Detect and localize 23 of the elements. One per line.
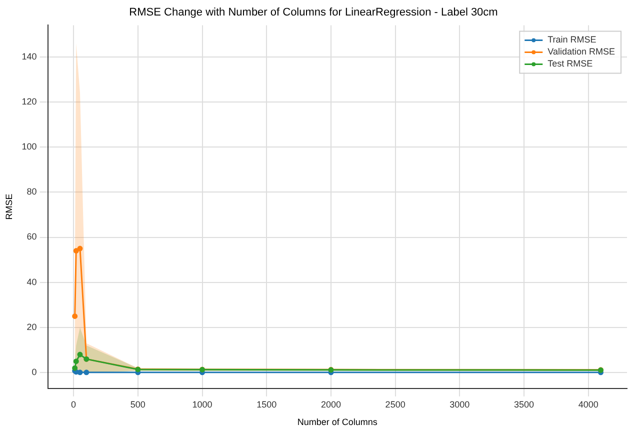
y-tick-label: 120: [22, 96, 37, 106]
y-tick-label: 20: [26, 322, 37, 332]
legend-label: Train RMSE: [548, 34, 596, 45]
y-tick-label: 100: [22, 142, 37, 152]
x-tick-label: 3000: [450, 399, 470, 410]
x-tick-label: 0: [71, 399, 76, 410]
legend-label: Test RMSE: [548, 58, 593, 69]
x-tick-label: 1500: [256, 399, 277, 410]
chart-title: RMSE Change with Number of Columns for LinearRegression - Label 30cm: [129, 6, 498, 19]
x-tick-label: 2500: [385, 399, 406, 410]
x-tick-label: 1000: [192, 399, 212, 410]
y-tick-label: 40: [26, 276, 37, 287]
x-tick-label: 2000: [320, 399, 341, 410]
y-axis-title: RMSE: [4, 194, 14, 220]
x-axis-title: Number of Columns: [297, 417, 378, 428]
y-tick-label: 140: [22, 51, 37, 62]
x-tick-label: 3500: [514, 399, 534, 410]
y-tick-label: 60: [26, 232, 37, 242]
x-tick-label: 4000: [578, 399, 598, 410]
y-tick-label: 0: [32, 367, 37, 378]
x-tick-label: 500: [130, 399, 146, 410]
legend-label: Validation RMSE: [548, 46, 616, 57]
y-tick-label: 80: [26, 186, 37, 197]
